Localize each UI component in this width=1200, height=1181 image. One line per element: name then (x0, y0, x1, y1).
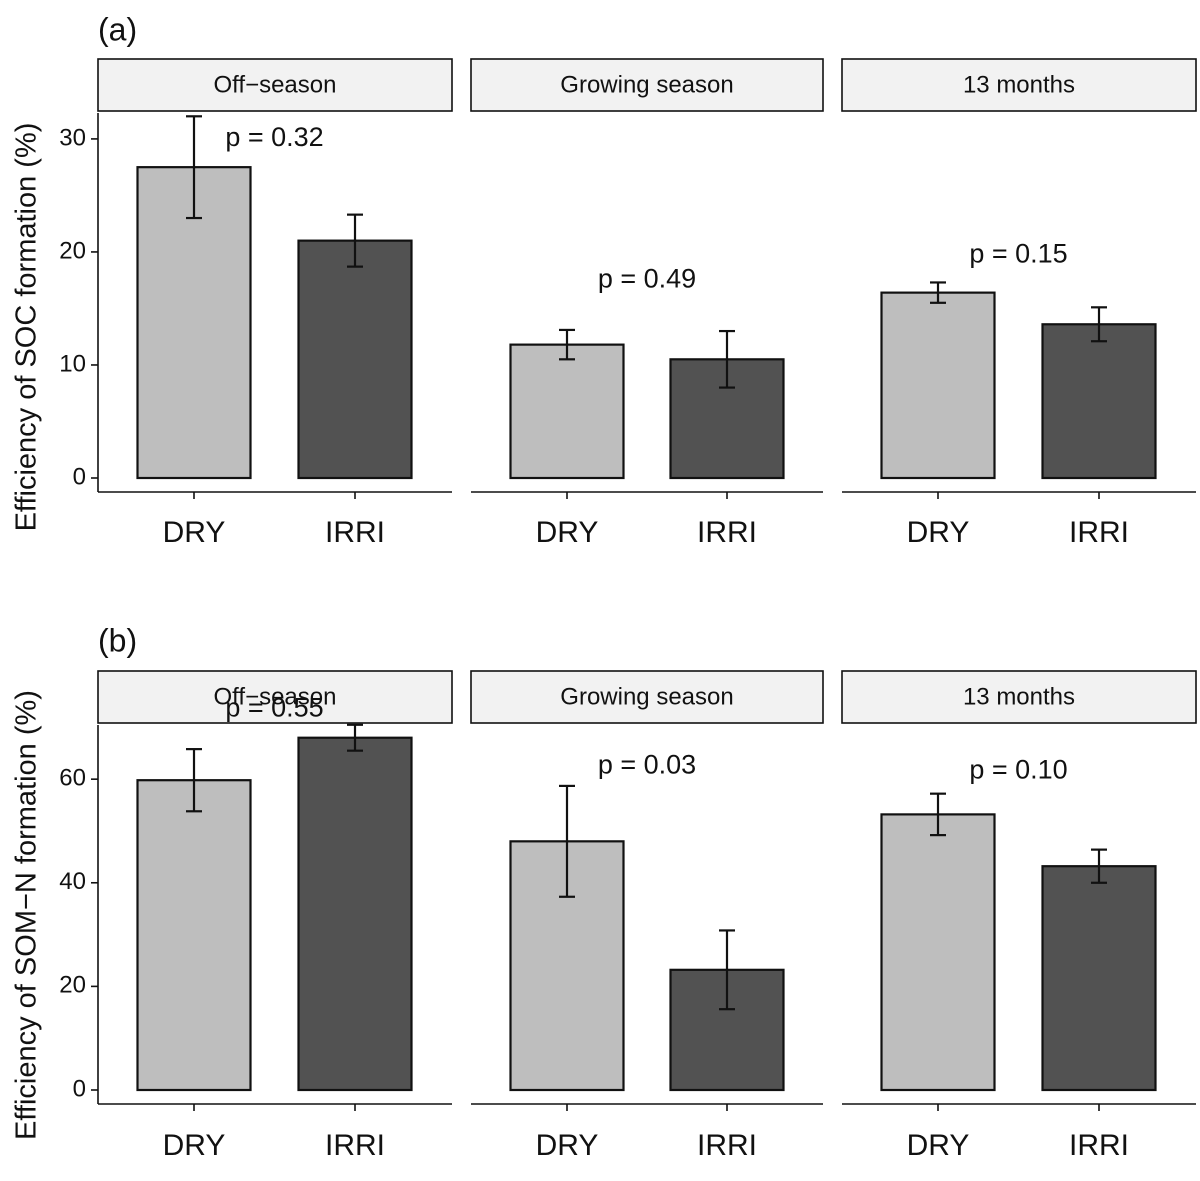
error-bar-b-3-dry (930, 792, 946, 837)
error-bar-a-1-irri (347, 213, 363, 268)
error-bar-a-1-dry (186, 115, 202, 220)
error-bar-b-2-dry (559, 784, 575, 898)
facet-strip-b-2 (470, 670, 824, 724)
facet-strip-a-2 (470, 58, 824, 112)
error-bar-a-3-irri (1091, 306, 1107, 343)
facet-strip-label-b-1: Off−season (214, 683, 337, 710)
panel-a: (a) Efficiency of SOC formation (%) 0 10 20 3… (11, 11, 1197, 549)
x-tick-label-b-2-irri: IRRI (697, 1129, 757, 1162)
p-value-a-3: p = 0.15 (969, 238, 1067, 268)
bar-a-3-dry (880, 291, 996, 480)
facet-strip-b-1 (97, 670, 453, 724)
p-value-a-1: p = 0.32 (225, 122, 323, 152)
y-tick-label-b-0: 0 (73, 1075, 86, 1102)
facet-strip-a-1 (97, 58, 453, 112)
y-tick-label-b-20: 20 (59, 972, 86, 999)
facet-b-1: Off−season DRY IRRI p = 0.55 (97, 670, 453, 1162)
error-bar-b-1-irri (347, 723, 363, 752)
bar-a-3-irri (1041, 323, 1157, 480)
bar-b-3-dry (880, 813, 996, 1092)
facet-a-2: Growing season DRY IRRI p = 0.49 (470, 58, 824, 549)
x-tick-label-a-1-dry: DRY (163, 516, 226, 549)
bar-a-1-irri (297, 239, 413, 480)
x-tick-label-b-3-dry: DRY (907, 1129, 970, 1162)
bar-b-1-irri (297, 736, 413, 1092)
p-value-b-3: p = 0.10 (969, 755, 1067, 785)
x-tick-label-b-1-dry: DRY (163, 1129, 226, 1162)
y-tick-label-a-10: 10 (59, 350, 86, 377)
error-bar-b-1-dry (186, 748, 202, 813)
bar-a-2-dry (509, 343, 625, 480)
facet-strip-label-b-2: Growing season (560, 683, 733, 710)
facet-a-1: Off−season DRY IRRI p = 0.32 (97, 58, 453, 549)
panel-tag-a: (a) (98, 11, 137, 47)
y-tick-label-a-20: 20 (59, 237, 86, 264)
y-tick-label-b-40: 40 (59, 868, 86, 895)
error-bar-a-2-irri (719, 329, 735, 389)
p-value-a-2: p = 0.49 (598, 263, 696, 293)
p-value-b-1: p = 0.55 (225, 692, 323, 722)
facet-a-3: 13 months DRY IRRI p = 0.15 (841, 58, 1197, 549)
x-tick-label-b-2-dry: DRY (536, 1129, 599, 1162)
y-axis-title-b: Efficiency of SOM−N formation (%) (11, 690, 43, 1140)
y-tick-label-b-60: 60 (59, 765, 86, 792)
bar-b-3-irri (1041, 865, 1157, 1092)
y-tick-label-a-0: 0 (73, 463, 86, 490)
facet-strip-label-b-3: 13 months (963, 683, 1075, 710)
y-axis-title-a: Efficiency of SOC formation (%) (11, 123, 43, 532)
x-tick-label-b-3-irri: IRRI (1069, 1129, 1129, 1162)
facet-b-2: Growing season DRY IRRI p = 0.03 (470, 670, 824, 1162)
panel-tag-b: (b) (98, 622, 137, 658)
x-tick-label-a-1-irri: IRRI (325, 516, 385, 549)
x-tick-label-a-2-dry: DRY (536, 516, 599, 549)
facet-strip-b-3 (841, 670, 1197, 724)
bar-b-1-dry (136, 779, 252, 1092)
facet-strip-a-3 (841, 58, 1197, 112)
facet-strip-label-a-1: Off−season (214, 71, 337, 98)
facet-b-3: 13 months DRY IRRI p = 0.10 (841, 670, 1197, 1162)
error-bar-a-2-dry (559, 328, 575, 361)
x-tick-label-a-3-dry: DRY (907, 516, 970, 549)
error-bar-b-2-irri (719, 929, 735, 1011)
panel-b: (b) Efficiency of SOM−N formation (%) 0 20 4… (11, 622, 1197, 1162)
x-tick-label-b-1-irri: IRRI (325, 1129, 385, 1162)
facet-strip-label-a-3: 13 months (963, 71, 1075, 98)
y-tick-label-a-30: 30 (59, 124, 86, 151)
x-tick-label-a-3-irri: IRRI (1069, 516, 1129, 549)
facet-strip-label-a-2: Growing season (560, 71, 733, 98)
p-value-b-2: p = 0.03 (598, 749, 696, 779)
error-bar-a-3-dry (930, 281, 946, 304)
x-tick-label-a-2-irri: IRRI (697, 516, 757, 549)
error-bar-b-3-irri (1091, 848, 1107, 884)
